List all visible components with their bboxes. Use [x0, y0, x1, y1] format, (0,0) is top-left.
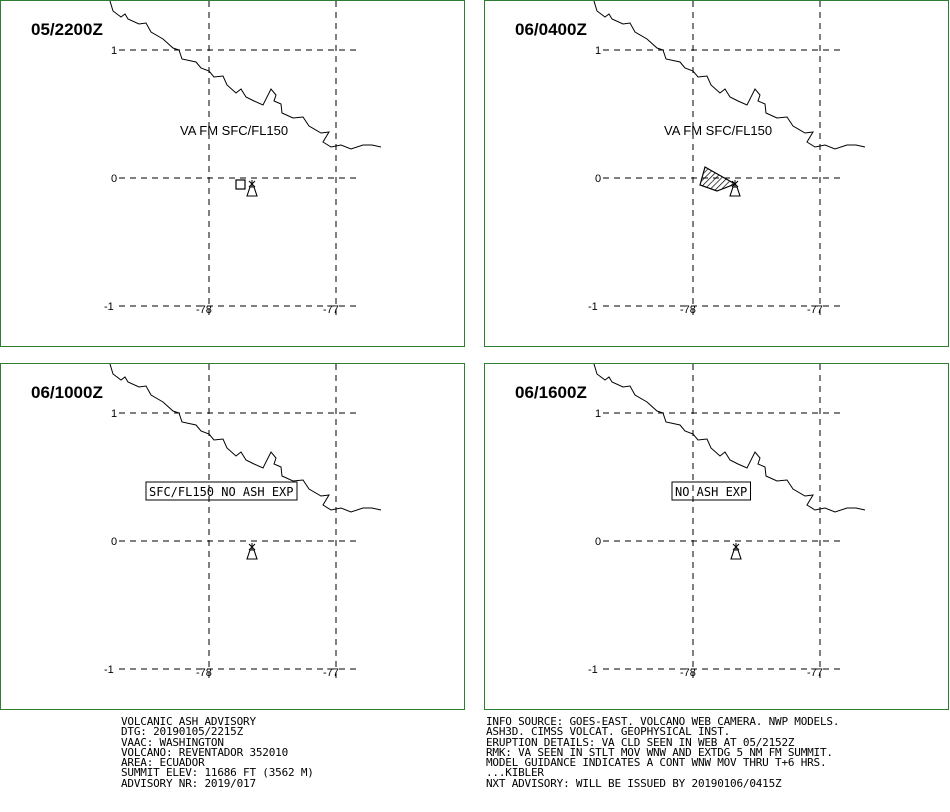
panel-time-label: 06/1600Z [515, 383, 587, 402]
advisory-right-line: INFO SOURCE: GOES-EAST. VOLCANO WEB CAME… [486, 715, 840, 728]
volcano-icon [246, 180, 258, 197]
lat-tick-label: 0 [111, 173, 117, 185]
coastline [109, 1, 382, 150]
lon-tick-label: -77 [807, 667, 823, 679]
lon-tick-label: -77 [323, 667, 339, 679]
volcano-icon [246, 543, 258, 560]
advisory-right-line: RMK: VA SEEN IN STLT MOV WNW AND EXTDG 5… [486, 745, 833, 759]
advisory-right-line: ASH3D. CIMSS VOLCAT. GEOPHYSICAL INST. [486, 725, 731, 739]
advisory-right-line: ...KIBLER [486, 766, 544, 780]
advisory-left-line: VAAC: WASHINGTON [121, 735, 224, 749]
lon-tick-label: -77 [323, 304, 339, 316]
lat-tick-label: 1 [595, 408, 601, 420]
advisory-text-right: INFO SOURCE: GOES-EAST. VOLCANO WEB CAME… [486, 715, 840, 790]
lat-tick-label: 0 [595, 173, 601, 185]
ash-level-label: VA FM SFC/FL150 [180, 123, 288, 138]
lon-tick-label: -78 [680, 667, 696, 679]
lat-tick-label: 0 [111, 536, 117, 548]
lat-tick-label: -1 [104, 664, 114, 676]
advisory-text-left: VOLCANIC ASH ADVISORY DTG: 20190105/2215Z… [121, 715, 314, 790]
advisory-right-line: NXT ADVISORY: WILL BE ISSUED BY 20190106… [486, 776, 782, 790]
forecast-panel-2: 06/0400Z 1 0 -1 -78 -77 VA FM SFC/FL150 [484, 0, 949, 347]
map-grid [119, 364, 357, 682]
lon-tick-label: -78 [196, 667, 212, 679]
map-grid [603, 364, 841, 682]
panel-time-label: 05/2200Z [31, 20, 103, 39]
lat-tick-label: -1 [588, 301, 598, 313]
advisory-left-line: VOLCANO: REVENTADOR 352010 [121, 745, 288, 759]
coastline [593, 364, 866, 513]
lat-tick-label: 1 [111, 408, 117, 420]
lon-tick-label: -78 [196, 304, 212, 316]
advisory-left-line: VOLCANIC ASH ADVISORY [121, 715, 256, 728]
ash-cloud-polygon [699, 166, 737, 192]
advisory-left-line: ADVISORY NR: 2019/017 [121, 776, 256, 790]
advisory-right-line: ERUPTION DETAILS: VA CLD SEEN IN WEB AT … [486, 735, 795, 749]
svg-text:NO ASH EXP: NO ASH EXP [675, 485, 747, 499]
lat-tick-label: 1 [595, 45, 601, 57]
ash-status-label: SFC/FL150 NO ASH EXP [145, 481, 298, 501]
ash-area-box [235, 179, 246, 190]
lon-tick-label: -77 [807, 304, 823, 316]
advisory-left-line: DTG: 20190105/2215Z [121, 725, 244, 739]
advisory-right-line: MODEL GUIDANCE INDICATES A CONT WNW MOV … [486, 756, 827, 770]
ash-level-label: VA FM SFC/FL150 [664, 123, 772, 138]
ash-status-label: NO ASH EXP [671, 481, 751, 501]
advisory-left-line: AREA: ECUADOR [121, 756, 205, 770]
svg-text:SFC/FL150 NO ASH EXP: SFC/FL150 NO ASH EXP [149, 485, 294, 499]
advisory-left-line: SUMMIT ELEV: 11686 FT (3562 M) [121, 766, 314, 780]
panel-time-label: 06/0400Z [515, 20, 587, 39]
forecast-panel-4: 06/1600Z 1 0 -1 -78 -77 NO ASH EXP [484, 363, 949, 710]
coastline [109, 364, 382, 513]
lat-tick-label: -1 [104, 301, 114, 313]
coastline [593, 1, 866, 150]
map-grid [603, 1, 841, 319]
volcano-icon [729, 180, 741, 197]
panel-time-label: 06/1000Z [31, 383, 103, 402]
lat-tick-label: -1 [588, 664, 598, 676]
map-grid [119, 1, 357, 319]
forecast-panel-3: 06/1000Z 1 0 -1 -78 -77 SFC/FL150 NO ASH EXP [0, 363, 465, 710]
forecast-panel-1: 05/2200Z 1 0 -1 -78 -77 VA FM SFC/FL150 [0, 0, 465, 347]
volcano-icon [730, 543, 742, 560]
lat-tick-label: 1 [111, 45, 117, 57]
lon-tick-label: -78 [680, 304, 696, 316]
lat-tick-label: 0 [595, 536, 601, 548]
